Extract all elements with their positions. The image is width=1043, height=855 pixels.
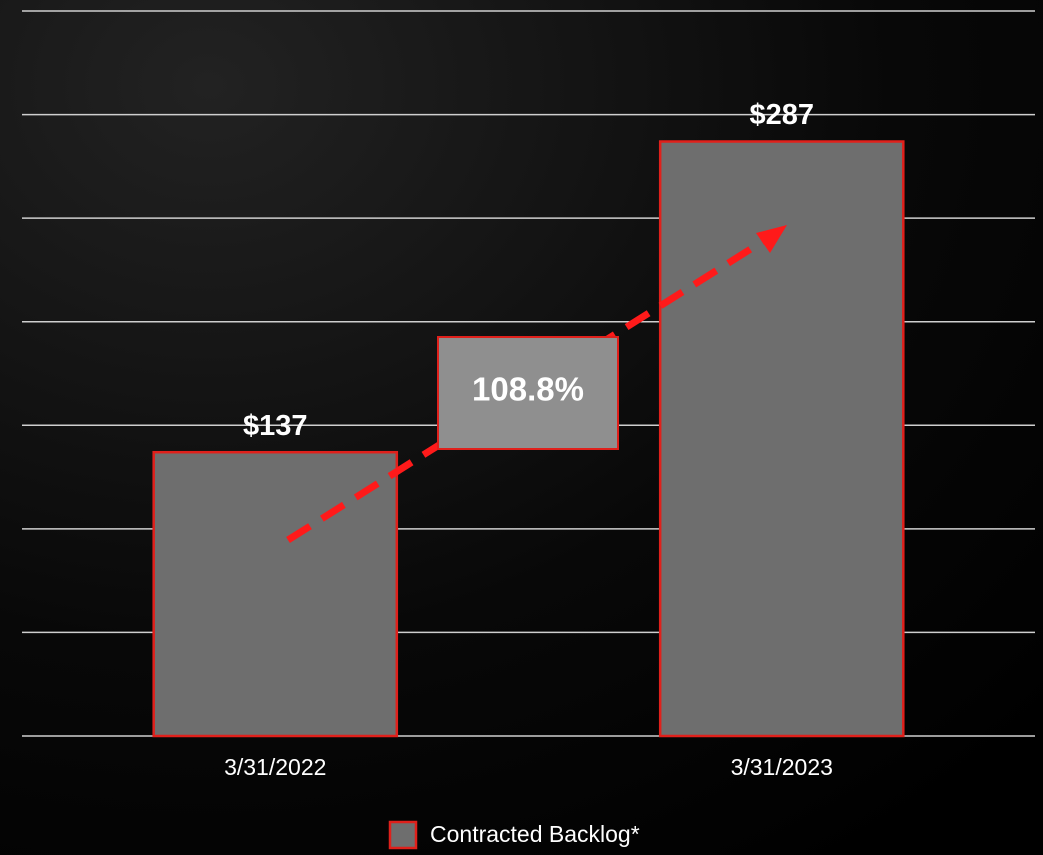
bar (152, 450, 399, 738)
annotation: 108.8% (472, 371, 584, 408)
x-tick-label: 3/31/2023 (731, 754, 833, 780)
x-tick-label: 3/31/2022 (224, 754, 326, 780)
value-label: $287 (749, 99, 814, 131)
legend-swatch (388, 820, 418, 850)
legend-label: Contracted Backlog* (430, 821, 640, 847)
annotation-box (437, 336, 619, 450)
value-label: $137 (243, 410, 308, 442)
arrow-head (756, 225, 787, 253)
bar (658, 140, 905, 738)
